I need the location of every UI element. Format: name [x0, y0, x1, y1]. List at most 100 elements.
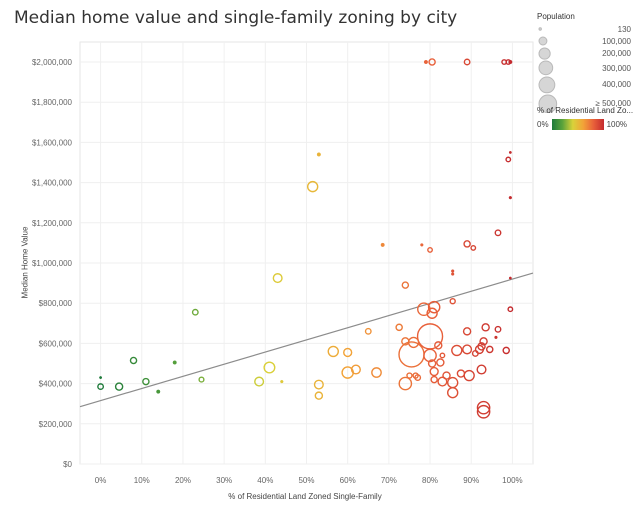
data-point: [172, 360, 177, 365]
size-legend-label: ≥ 500,000: [595, 98, 631, 108]
data-point: [451, 272, 455, 276]
size-legend-label: 130: [617, 24, 631, 34]
trend-line: [79, 272, 534, 408]
data-point: [423, 59, 428, 65]
data-point: [420, 243, 424, 247]
data-point: [306, 180, 319, 193]
data-point: [471, 350, 479, 357]
size-legend-label: 300,000: [602, 63, 631, 73]
data-point: [476, 404, 491, 419]
data-point: [364, 327, 372, 335]
data-point: [446, 376, 459, 389]
data-point: [280, 379, 284, 384]
x-tick-label: 20%: [175, 476, 191, 485]
size-legend-item: 100,000: [537, 35, 637, 47]
y-tick-label: $200,000: [39, 420, 73, 429]
size-legend-circle: [538, 27, 542, 31]
data-point: [428, 58, 436, 66]
size-legend-label: 200,000: [602, 49, 631, 59]
data-point: [462, 344, 473, 355]
data-point: [406, 372, 413, 379]
data-point: [446, 386, 459, 399]
size-legend-circle: [538, 47, 551, 60]
data-point: [456, 369, 466, 378]
x-tick-label: 0%: [95, 476, 107, 485]
data-point: [494, 325, 502, 333]
y-tick-label: $1,200,000: [32, 219, 73, 228]
x-tick-label: 70%: [381, 476, 397, 485]
data-point: [272, 273, 283, 284]
data-point: [156, 389, 161, 394]
data-point: [505, 156, 512, 163]
data-point: [427, 359, 437, 368]
data-point: [426, 307, 438, 319]
size-legend-item: 400,000: [537, 76, 637, 94]
data-point: [191, 308, 199, 316]
size-legend-circle: [538, 94, 558, 113]
data-point: [463, 58, 471, 66]
data-point: [477, 342, 486, 351]
data-point: [395, 323, 403, 332]
data-point: [508, 59, 513, 65]
data-point: [401, 281, 410, 289]
color-legend-min: 0%: [537, 120, 549, 129]
data-point: [494, 335, 498, 339]
data-point: [507, 306, 514, 313]
data-point: [485, 345, 494, 354]
data-point: [350, 364, 361, 375]
y-tick-label: $600,000: [39, 339, 73, 348]
data-point: [263, 361, 276, 374]
y-tick-label: $1,800,000: [32, 98, 73, 107]
data-point: [398, 376, 413, 391]
size-legend-circle: [538, 36, 548, 46]
data-point: [508, 151, 512, 154]
x-tick-label: 90%: [463, 476, 479, 485]
data-point: [442, 371, 451, 380]
data-point: [314, 391, 324, 400]
data-point: [142, 377, 150, 386]
size-legend-mark: [538, 47, 551, 60]
data-point: [463, 240, 471, 248]
x-tick-label: 40%: [257, 476, 273, 485]
data-point: [434, 341, 443, 350]
size-legend-mark: [538, 27, 542, 31]
data-point: [97, 383, 105, 391]
data-point: [451, 269, 455, 273]
data-point: [502, 346, 510, 355]
data-point: [343, 347, 353, 358]
data-point: [508, 196, 512, 200]
size-legend-label: 400,000: [602, 80, 631, 90]
size-legend-mark: [538, 60, 554, 76]
data-point: [99, 376, 103, 380]
data-point: [476, 364, 487, 375]
data-point: [398, 341, 425, 368]
data-point: [401, 337, 410, 346]
data-point: [316, 152, 321, 157]
size-legend-mark: [538, 76, 556, 94]
color-legend-title: % of Residential Land Zo...: [537, 106, 634, 115]
x-axis-label: % of Residential Land Zoned Single-Famil…: [228, 492, 382, 501]
x-tick-label: 60%: [340, 476, 356, 485]
data-point: [476, 400, 491, 415]
data-point: [462, 327, 472, 336]
size-legend-mark: [538, 94, 558, 113]
data-point: [508, 276, 512, 280]
data-point: [198, 376, 205, 383]
data-point: [423, 348, 437, 363]
data-point: [449, 297, 456, 305]
color-gradient-bar: [551, 119, 604, 130]
data-point: [427, 246, 433, 253]
data-point: [129, 356, 138, 365]
size-legend-label: 100,000: [602, 36, 631, 46]
data-point: [371, 367, 382, 378]
data-point: [427, 300, 441, 314]
data-point: [436, 358, 445, 367]
data-point: [494, 229, 502, 237]
data-point: [437, 376, 448, 387]
y-tick-label: $800,000: [39, 299, 73, 308]
data-point: [470, 244, 477, 251]
size-legend-item: 130: [537, 23, 637, 35]
y-tick-label: $0: [63, 460, 72, 469]
data-point: [114, 382, 124, 391]
data-point: [479, 337, 488, 346]
